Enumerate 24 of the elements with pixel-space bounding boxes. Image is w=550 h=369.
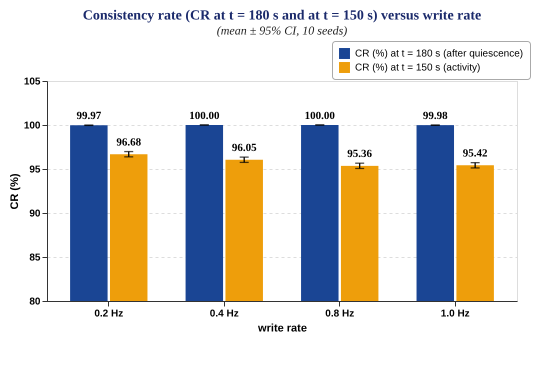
x-tick-label: 0.4 Hz <box>210 308 239 320</box>
y-tick-label: 85 <box>29 252 41 264</box>
x-tick-label: 0.8 Hz <box>325 308 354 320</box>
data-label: 100.00 <box>189 110 220 122</box>
data-label: 99.97 <box>76 110 102 122</box>
data-label: 99.98 <box>422 110 448 122</box>
x-tick-label: 0.2 Hz <box>94 308 124 320</box>
data-label: 95.36 <box>347 148 373 160</box>
chart-title: Consistency rate (CR at t = 180 s and at t = 150 s) versus write rate <box>82 8 482 24</box>
data-label: 96.68 <box>116 136 142 149</box>
x-tick-label: 1.0 Hz <box>440 308 470 320</box>
y-tick-label: 90 <box>29 208 41 220</box>
y-tick-label: 105 <box>24 76 41 88</box>
chart-subtitle: (mean ± 95% CI, 10 seeds) <box>216 24 348 38</box>
y-axis-title: CR (%) <box>8 173 21 210</box>
data-label: 95.42 <box>462 148 488 160</box>
legend-label: CR (%) at t = 150 s (activity) <box>355 62 480 74</box>
x-axis-title: write rate <box>257 322 307 334</box>
y-tick-label: 95 <box>29 164 41 176</box>
data-label: 96.05 <box>232 142 258 154</box>
legend-label: CR (%) at t = 180 s (after quiescence) <box>355 48 524 60</box>
y-tick-label: 80 <box>29 296 41 308</box>
y-tick-label: 100 <box>24 120 41 132</box>
data-label: 100.00 <box>304 110 336 122</box>
